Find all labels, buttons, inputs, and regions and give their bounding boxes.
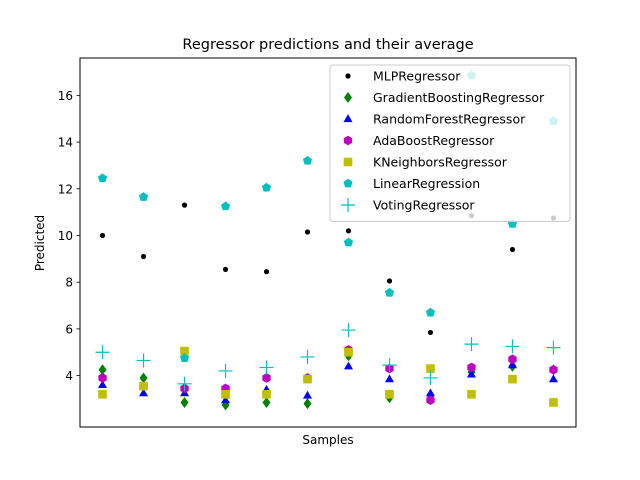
legend-marker xyxy=(343,157,353,167)
data-point xyxy=(341,323,356,338)
data-point xyxy=(508,374,517,384)
data-point xyxy=(259,360,274,375)
data-point xyxy=(464,337,479,352)
data-point xyxy=(99,232,106,239)
data-point xyxy=(97,173,108,183)
legend-marker xyxy=(341,198,355,212)
plot-frame xyxy=(79,57,577,428)
data-point xyxy=(300,349,315,364)
series-KNeighborsRegressor xyxy=(98,346,558,407)
chart-title: Regressor predictions and their average xyxy=(182,37,473,53)
data-point xyxy=(98,373,107,383)
y-tick-label: 16 xyxy=(58,89,73,103)
legend-marker xyxy=(343,135,353,146)
data-point xyxy=(139,372,148,384)
data-point xyxy=(546,340,561,355)
data-point xyxy=(343,237,354,247)
data-point xyxy=(382,358,397,373)
data-point xyxy=(384,374,394,383)
data-point xyxy=(136,353,151,368)
data-point xyxy=(304,229,311,235)
data-point xyxy=(548,374,558,383)
x-axis-label: Samples xyxy=(302,433,353,447)
data-point xyxy=(220,201,231,211)
data-point xyxy=(509,246,516,253)
data-point xyxy=(508,354,517,365)
data-point xyxy=(384,287,395,297)
data-point xyxy=(221,395,231,404)
data-point xyxy=(261,182,272,192)
data-point xyxy=(140,253,147,260)
legend-label: GradientBoostingRegressor xyxy=(373,90,545,105)
data-point xyxy=(180,346,189,356)
legend-box xyxy=(329,64,571,222)
y-tick-label: 10 xyxy=(58,229,73,243)
data-point xyxy=(302,155,313,165)
data-point xyxy=(345,228,352,234)
data-point xyxy=(222,266,229,272)
data-point xyxy=(343,361,353,370)
data-point xyxy=(262,396,271,408)
legend-marker xyxy=(343,114,353,123)
data-point xyxy=(303,390,313,399)
data-point xyxy=(425,307,436,317)
data-point xyxy=(98,364,107,376)
y-tick-label: 14 xyxy=(58,136,73,150)
data-point xyxy=(98,390,107,399)
legend: MLPRegressor GradientBoostingRegressor Ran… xyxy=(329,64,571,222)
data-point xyxy=(427,329,434,336)
data-point xyxy=(467,390,476,399)
data-point xyxy=(385,390,394,399)
legend-marker xyxy=(343,178,353,188)
y-tick-label: 6 xyxy=(65,322,73,336)
data-point xyxy=(177,376,192,391)
y-tick-label: 8 xyxy=(65,276,73,290)
data-point xyxy=(386,278,393,284)
data-point xyxy=(426,395,435,405)
data-point xyxy=(221,390,230,399)
y-tick-label: 4 xyxy=(65,369,73,383)
data-point xyxy=(262,373,271,383)
legend-marker xyxy=(344,92,352,103)
data-point xyxy=(180,396,189,408)
legend-label: AdaBoostRegressor xyxy=(373,133,495,148)
data-point xyxy=(139,388,149,397)
data-point xyxy=(507,360,517,369)
legend-label: LinearRegression xyxy=(373,176,480,191)
y-tick-label: 12 xyxy=(58,182,73,196)
data-point xyxy=(179,353,190,362)
data-point xyxy=(467,362,476,373)
data-point xyxy=(181,202,188,208)
data-point xyxy=(262,390,271,399)
legend-label: KNeighborsRegressor xyxy=(373,155,508,170)
data-point xyxy=(549,398,558,407)
legend-label: RandomForestRegressor xyxy=(373,112,526,127)
data-point xyxy=(425,388,435,397)
data-point xyxy=(138,192,149,201)
data-point xyxy=(303,398,312,410)
data-point xyxy=(505,339,520,354)
data-point xyxy=(549,364,558,375)
data-point xyxy=(98,380,108,389)
data-point xyxy=(303,374,312,384)
legend-marker xyxy=(345,73,351,79)
series-VotingRegressor xyxy=(95,323,561,391)
data-point xyxy=(218,363,233,378)
y-axis-label: Predicted xyxy=(33,215,47,271)
data-point xyxy=(466,369,476,378)
data-point xyxy=(344,347,353,357)
y-axis: 4 6 8 10 12 14 16 xyxy=(58,89,80,383)
data-point xyxy=(426,364,435,373)
legend-label: VotingRegressor xyxy=(373,198,475,213)
data-point xyxy=(95,345,110,360)
data-point xyxy=(139,381,148,391)
data-point xyxy=(263,269,270,275)
data-point xyxy=(423,370,438,385)
legend-label: MLPRegressor xyxy=(373,69,461,84)
